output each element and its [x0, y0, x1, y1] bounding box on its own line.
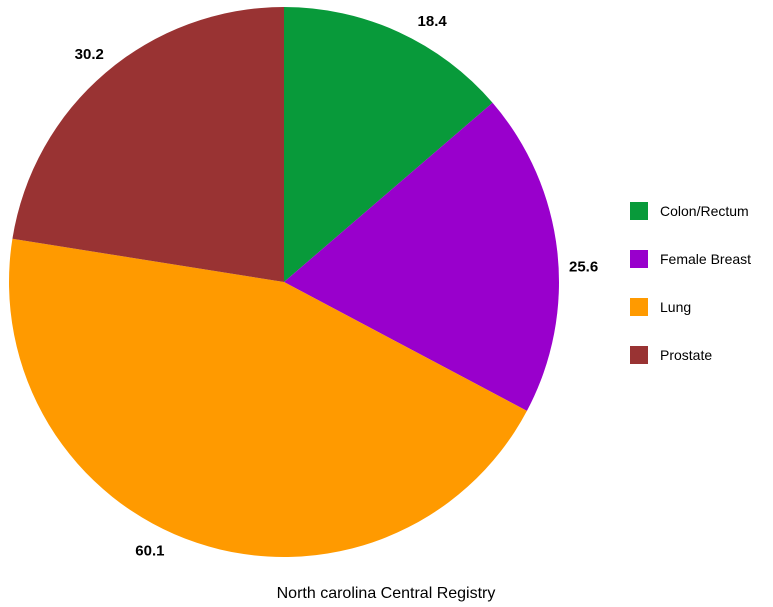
data-labels: 18.4 25.6 60.1 30.2 — [75, 13, 599, 559]
legend-swatch — [630, 298, 648, 316]
legend-label: Lung — [660, 299, 691, 315]
legend-label: Prostate — [660, 347, 712, 363]
pie-slice-colon-rectum — [284, 7, 493, 282]
data-label: 25.6 — [569, 259, 598, 276]
pie-slice-lung — [9, 238, 527, 557]
data-label: 18.4 — [418, 13, 448, 30]
pie-slices — [9, 7, 559, 557]
data-label: 30.2 — [75, 46, 104, 63]
data-label: 60.1 — [135, 542, 164, 559]
legend-label: Colon/Rectum — [660, 203, 749, 219]
legend-swatch — [630, 250, 648, 268]
legend-label: Female Breast — [660, 251, 751, 267]
legend: Colon/Rectum Female Breast Lung Prostate — [630, 202, 751, 364]
legend-swatch — [630, 202, 648, 220]
pie-slice-female-breast — [284, 102, 559, 411]
chart-caption: North carolina Central Registry — [277, 585, 496, 602]
legend-swatch — [630, 346, 648, 364]
pie-slice-prostate — [12, 7, 284, 282]
